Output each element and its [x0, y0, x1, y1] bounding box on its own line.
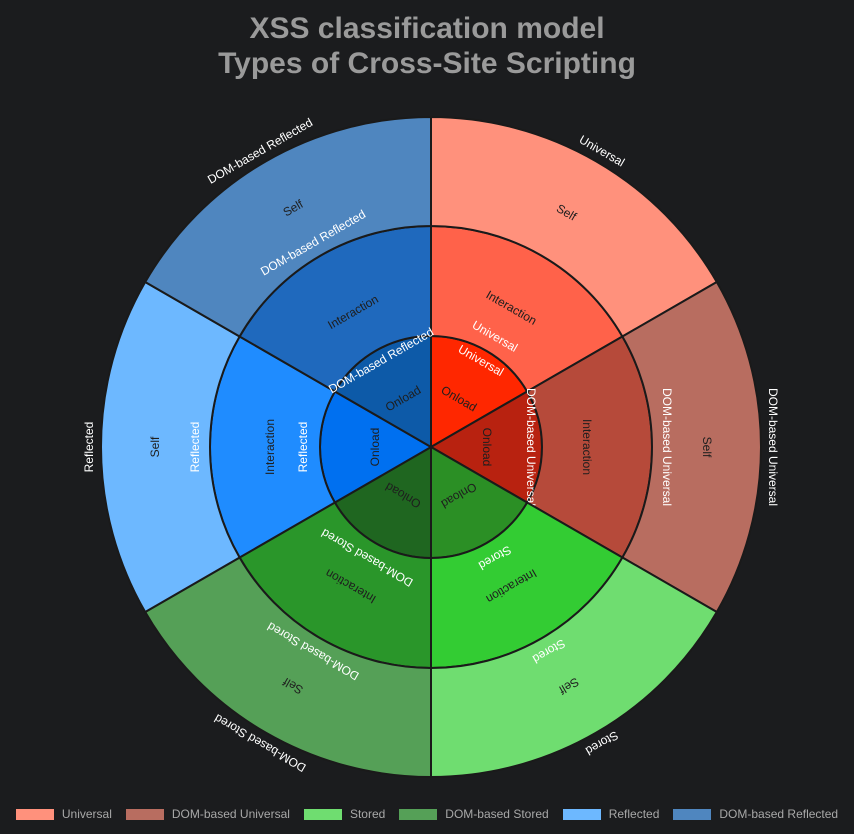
legend-label: DOM-based Reflected [719, 807, 839, 821]
category-label-reflected-outer: Reflected [188, 422, 202, 473]
legend-swatch [15, 808, 54, 820]
legend-item[interactable]: Universal [15, 807, 112, 821]
outer-label-reflected: Reflected [82, 422, 96, 473]
legend-label: DOM-based Universal [171, 807, 290, 821]
legend-label: DOM-based Stored [445, 807, 549, 821]
legend-label: Reflected [608, 807, 660, 821]
category-label-dom-based-universal-outer: DOM-based Universal [660, 388, 674, 506]
legend-swatch [673, 808, 712, 820]
legend: Universal DOM-based Universal Stored DOM-ba… [0, 804, 854, 824]
legend-item[interactable]: Stored [303, 807, 386, 821]
category-label-dom-based-universal-inner: DOM-based Universal [524, 388, 538, 506]
legend-swatch [399, 808, 438, 820]
ring-label-reflected-middle: Interaction [263, 419, 277, 475]
wedge-dom-based-reflected-outer [143, 115, 432, 338]
chart-subtitle: Types of Cross-Site Scripting [218, 47, 636, 80]
ring-label-dom-based-universal-outer: Self [700, 437, 714, 458]
category-label-reflected-middle: Reflected [296, 422, 310, 473]
legend-item[interactable]: DOM-based Reflected [673, 807, 838, 821]
outer-label-dom-based-universal: DOM-based Universal [766, 388, 780, 506]
ring-label-reflected-outer: Self [148, 436, 162, 457]
ring-label-dom-based-universal-inner: Onload [480, 428, 494, 467]
legend-label: Stored [349, 807, 386, 821]
legend-swatch [125, 808, 164, 820]
ring-label-dom-based-universal-middle: Interaction [580, 419, 594, 475]
ring-label-reflected-inner: Onload [368, 428, 382, 467]
legend-item[interactable]: Reflected [562, 807, 660, 821]
legend-label: Universal [61, 807, 112, 821]
legend-item[interactable]: DOM-based Universal [125, 807, 290, 821]
chart-title: XSS classification model [249, 12, 605, 45]
legend-swatch [303, 808, 342, 820]
legend-item[interactable]: DOM-based Stored [399, 807, 549, 821]
legend-swatch [562, 808, 601, 820]
